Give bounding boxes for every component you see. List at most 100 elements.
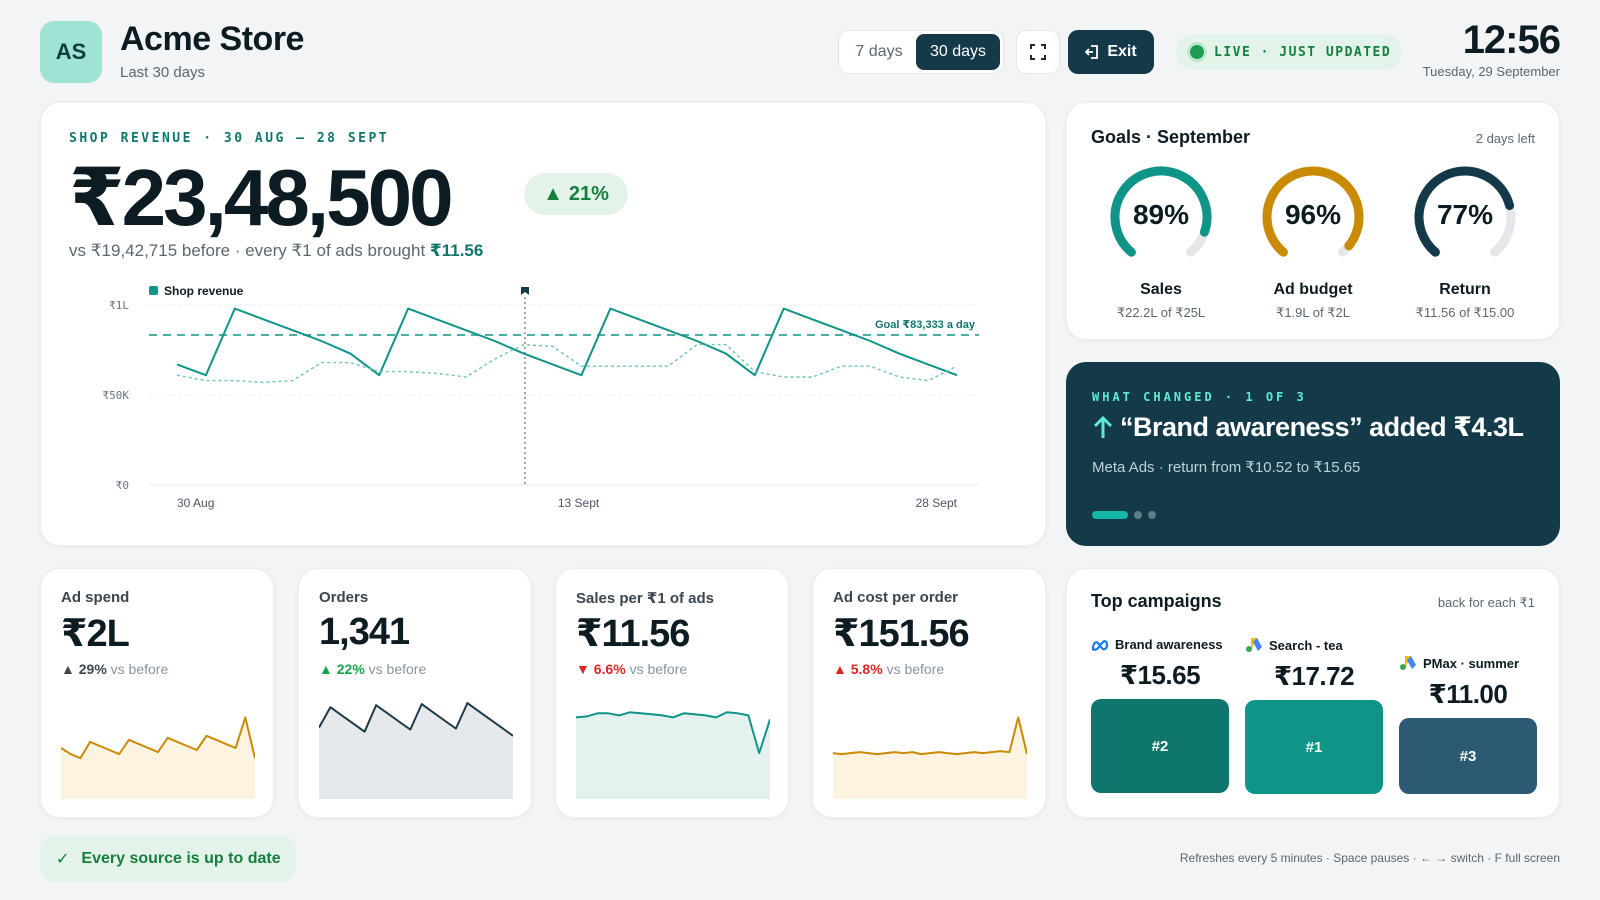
goals-title: Goals · September — [1091, 127, 1251, 147]
goal-return: 77% Return ₹11.56 of ₹15.00 — [1395, 161, 1535, 321]
what-changed-title-text: “Brand awareness” added ₹4.3L — [1120, 412, 1524, 442]
what-changed-card[interactable]: WHAT CHANGED · 1 OF 3 “Brand awareness” … — [1066, 362, 1560, 546]
kpi-change-value: 22% — [336, 661, 365, 677]
revenue-chart: ₹0 ₹50K ₹1L 30 Aug 13 Sept 28 Sept Shop revenu… — [103, 284, 979, 510]
revenue-eyebrow: SHOP REVENUE · 30 AUG – 28 SEPT — [69, 131, 390, 146]
kpi-value: ₹151.56 — [833, 613, 970, 655]
kpi-value: ₹2L — [61, 613, 130, 655]
kpi-change-value: 6.6% — [593, 661, 626, 677]
y-tick-label: ₹1L — [109, 299, 129, 312]
sparkline-line — [576, 711, 770, 755]
store-subtitle: Last 30 days — [120, 64, 206, 81]
gauge-fill — [1414, 166, 1515, 257]
goal-return-percent: 77% — [1436, 199, 1494, 230]
what-changed-subtitle: Meta Ads · return from ₹10.52 to ₹15.65 — [1092, 459, 1361, 476]
kpi-label: Ad spend — [61, 589, 130, 606]
kpi-change: ▲ 29% vs before — [61, 661, 168, 677]
kpi-label: Sales per ₹1 of ads — [576, 590, 714, 607]
kpi-change-suffix: vs before — [368, 661, 427, 677]
kpi-change: ▲ 22% vs before — [319, 661, 426, 677]
store-logo: AS — [40, 21, 102, 83]
fullscreen-icon — [1030, 44, 1046, 60]
kpi-sparkline — [576, 711, 770, 799]
y-tick-label: ₹0 — [116, 479, 129, 492]
top-campaigns-title: Top campaigns — [1091, 591, 1222, 611]
y-tick-label: ₹50K — [103, 389, 130, 402]
live-dot-icon — [1190, 45, 1204, 59]
comparison-series-line — [176, 343, 958, 384]
slide-dot-1[interactable] — [1092, 511, 1128, 519]
slide-dot-3[interactable] — [1148, 511, 1156, 519]
kpi-value: ₹11.56 — [576, 613, 690, 655]
campaign-brand-awareness[interactable]: Brand awareness ₹15.65 #2 — [1091, 637, 1229, 793]
revenue-comparison: vs ₹19,42,715 before · every ₹1 of ads b… — [69, 241, 483, 261]
kpi-change: ▼ 6.6% vs before — [576, 661, 687, 677]
kpi-change-suffix: vs before — [110, 661, 169, 677]
gauge-fill — [1262, 166, 1364, 257]
range-toggle: 7 days 30 days — [838, 30, 1004, 74]
revenue-card: SHOP REVENUE · 30 AUG – 28 SEPT ₹23,48,5… — [40, 102, 1046, 546]
trend-down-icon: ▼ — [576, 661, 594, 677]
kpi-change-value: 29% — [78, 661, 107, 677]
goals-days-left: 2 days left — [1475, 131, 1535, 146]
goal-return-name: Return — [1439, 281, 1491, 298]
sources-status-badge: ✓ Every source is up to date — [40, 836, 296, 882]
sparkline-line — [61, 716, 255, 760]
range-7-days-button[interactable]: 7 days — [855, 43, 903, 60]
kpi-orders-card: Orders 1,341 ▲ 22% vs before — [298, 568, 532, 818]
sources-status-text: Every source is up to date — [81, 850, 281, 867]
goal-sales-detail: ₹22.2L of ₹25L — [1116, 305, 1206, 320]
x-tick-label: 13 Sept — [558, 496, 600, 510]
campaign-name: PMax · summer — [1423, 655, 1520, 671]
legend-label: Shop revenue — [164, 284, 244, 298]
meta-icon — [1091, 639, 1109, 651]
campaign-name: Search - tea — [1269, 637, 1343, 653]
kpi-sales-per-ad-card: Sales per ₹1 of ads ₹11.56 ▼ 6.6% vs bef… — [555, 568, 789, 818]
campaign-name: Brand awareness — [1115, 637, 1223, 652]
goals-card: Goals · September 2 days left 89% Sales … — [1066, 102, 1560, 340]
x-tick-label: 30 Aug — [177, 496, 214, 510]
kpi-change-value: 5.8% — [850, 661, 883, 677]
flag-icon — [520, 287, 529, 295]
sparkline-area — [576, 712, 770, 799]
campaign-pmax-summer[interactable]: PMax · summer ₹11.00 #3 — [1399, 655, 1537, 794]
goal-sales-percent: 89% — [1132, 199, 1190, 230]
top-campaigns-card: Top campaigns back for each ₹1 Brand awa… — [1066, 568, 1560, 818]
kpi-value: 1,341 — [319, 611, 410, 653]
what-changed-title: “Brand awareness” added ₹4.3L — [1092, 412, 1524, 443]
what-changed-eyebrow: WHAT CHANGED · 1 OF 3 — [1092, 390, 1307, 404]
goal-sales-name: Sales — [1140, 281, 1182, 298]
slide-dot-2[interactable] — [1134, 511, 1142, 519]
google-ads-icon — [1246, 638, 1262, 652]
kpi-change-suffix: vs before — [629, 661, 688, 677]
revenue-roas: ₹11.56 — [429, 241, 484, 260]
kpi-sparkline — [833, 716, 1027, 799]
sparkline-area — [61, 717, 255, 799]
goal-ad-budget-percent: 96% — [1284, 199, 1342, 230]
revenue-comparison-text: vs ₹19,42,715 before · every ₹1 of ads b… — [69, 241, 430, 260]
fullscreen-button[interactable] — [1016, 30, 1060, 74]
campaign-value: ₹15.65 — [1119, 660, 1201, 690]
revenue-total: ₹23,48,500 — [69, 153, 454, 242]
clock-time: 12:56 — [1462, 18, 1561, 62]
goal-ad-budget: 96% Ad budget ₹1.9L of ₹2L — [1243, 161, 1383, 321]
goal-return-detail: ₹11.56 of ₹15.00 — [1415, 305, 1515, 320]
goal-ad-budget-name: Ad budget — [1273, 281, 1353, 298]
live-status-badge: LIVE · JUST UPDATED — [1176, 34, 1402, 70]
campaign-rank-bar: #2 — [1091, 699, 1229, 793]
revenue-change-value: 21% — [568, 182, 609, 205]
campaign-value: ₹17.72 — [1273, 661, 1355, 691]
exit-button[interactable]: Exit — [1068, 30, 1154, 74]
range-30-days-button[interactable]: 30 days — [916, 34, 1000, 70]
kpi-change-suffix: vs before — [886, 661, 945, 677]
check-icon: ✓ — [56, 851, 70, 868]
revenue-series-line — [176, 307, 958, 377]
campaign-search-tea[interactable]: Search - tea ₹17.72 #1 — [1245, 637, 1383, 794]
slide-indicator — [1092, 511, 1156, 519]
legend-swatch — [149, 286, 158, 295]
exit-label: Exit — [1107, 43, 1137, 60]
arrow-up-icon — [1093, 415, 1113, 438]
trend-up-icon: ▲ — [61, 661, 79, 677]
top-campaigns-note: back for each ₹1 — [1437, 595, 1535, 610]
goal-ad-budget-gauge — [1262, 166, 1364, 257]
